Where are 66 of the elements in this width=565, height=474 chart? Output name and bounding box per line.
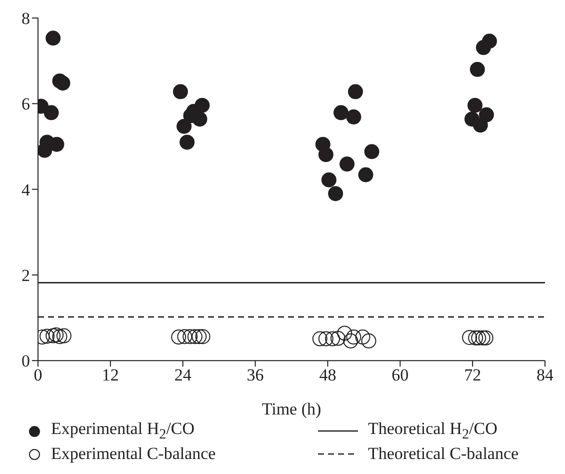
- point: [462, 330, 478, 345]
- point: [318, 331, 334, 346]
- x-tick-label: 48: [319, 366, 336, 385]
- point: [312, 331, 328, 346]
- point: [478, 330, 494, 346]
- point: [171, 330, 186, 345]
- point: [330, 330, 346, 346]
- x-tick-label: 24: [174, 366, 192, 385]
- x-tick-label: 84: [536, 366, 554, 385]
- legend-label: Experimental C-balance: [51, 444, 216, 464]
- point: [38, 142, 52, 158]
- point: [325, 331, 340, 346]
- point: [346, 330, 362, 345]
- point: [364, 144, 380, 160]
- point: [340, 156, 355, 172]
- point: [318, 147, 334, 162]
- point: [55, 76, 70, 91]
- point: [361, 333, 376, 348]
- point: [192, 112, 208, 127]
- x-axis-title: Time (h): [262, 400, 322, 419]
- point: [48, 327, 64, 342]
- point: [471, 330, 486, 346]
- point: [40, 328, 55, 344]
- point: [172, 84, 188, 100]
- y-tick-label: 4: [22, 180, 30, 200]
- point: [44, 105, 59, 120]
- point: [187, 329, 202, 344]
- point: [328, 186, 344, 202]
- point: [177, 329, 192, 344]
- x-tick-label: 12: [102, 366, 119, 385]
- point: [194, 98, 210, 113]
- point: [478, 107, 494, 122]
- point: [180, 134, 195, 150]
- point: [472, 118, 488, 133]
- y-tick-label: 0: [22, 352, 30, 371]
- legend-label: Theoretical H$_{2}$/CO: [368, 418, 498, 444]
- point: [470, 62, 485, 77]
- point: [467, 98, 482, 113]
- y-tick-label: 6: [22, 94, 30, 114]
- x-tick-label: 60: [392, 366, 409, 385]
- y-tick-label: 8: [22, 9, 30, 28]
- point: [348, 84, 363, 100]
- legend-label: Theoretical C-balance: [368, 444, 519, 464]
- x-tick-label: 36: [246, 366, 264, 385]
- x-tick-label: 0: [34, 366, 42, 385]
- point: [355, 330, 370, 345]
- point: [358, 167, 374, 182]
- point: [195, 329, 210, 344]
- point: [333, 105, 348, 120]
- point: [46, 30, 61, 46]
- point: [52, 329, 68, 344]
- x-tick-label: 72: [464, 366, 482, 385]
- point: [321, 172, 336, 188]
- point: [346, 109, 362, 124]
- point: [475, 330, 490, 346]
- point: [337, 326, 352, 341]
- point: [192, 329, 207, 344]
- y-tick-label: 2: [22, 266, 30, 285]
- point: [476, 40, 491, 56]
- point: [56, 328, 72, 344]
- point: [46, 328, 61, 344]
- legend-label: Experimental H$_{2}$/CO: [51, 418, 195, 444]
- point: [176, 118, 192, 134]
- point: [182, 329, 198, 344]
- point: [468, 330, 484, 346]
- point: [343, 333, 358, 348]
